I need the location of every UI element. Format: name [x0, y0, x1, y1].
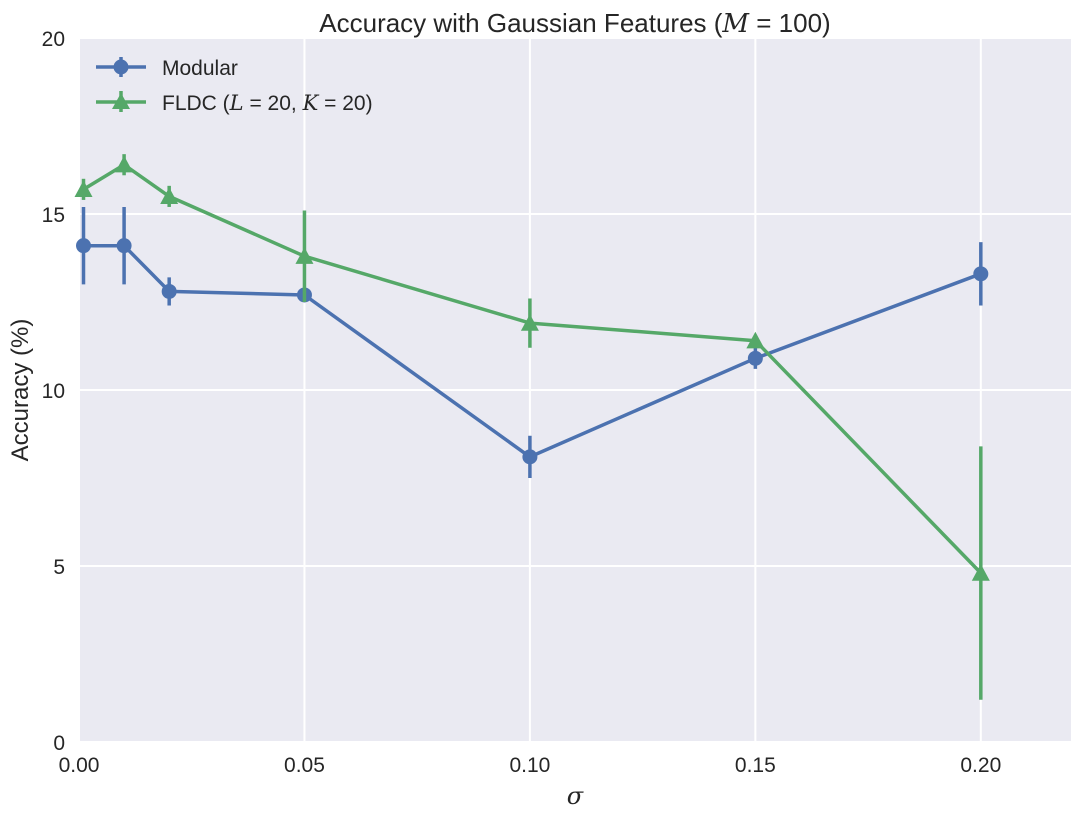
- legend: Modular FLDC (L = 20, K = 20): [96, 57, 373, 115]
- y-tick-label: 5: [53, 556, 65, 579]
- data-point: [973, 266, 989, 282]
- data-point: [971, 564, 990, 581]
- legend-label-modular: Modular: [162, 57, 238, 80]
- data-point: [76, 238, 92, 254]
- y-tick-label: 0: [53, 732, 65, 755]
- x-tick-label: 0.00: [59, 754, 100, 777]
- data-point: [115, 155, 134, 173]
- data-point: [161, 283, 177, 299]
- data-point: [74, 180, 93, 198]
- x-tick-label: 0.15: [735, 754, 776, 777]
- chart-title: Accuracy with Gaussian Features (M = 100…: [319, 8, 830, 39]
- legend-label-fldc: FLDC (L = 20, K = 20): [162, 91, 373, 115]
- series-group: [74, 154, 990, 700]
- y-tick-label: 20: [42, 28, 65, 51]
- x-tick-label: 0.05: [284, 754, 325, 777]
- data-point: [522, 449, 538, 465]
- y-axis-label: Accuracy (%): [7, 319, 34, 462]
- data-point: [160, 187, 179, 205]
- x-tick-label: 0.10: [509, 754, 550, 777]
- data-point: [520, 314, 539, 331]
- data-point: [116, 238, 132, 254]
- y-tick-label: 15: [42, 204, 65, 227]
- legend-marker-modular: [113, 59, 129, 75]
- y-tick-label: 10: [42, 380, 65, 403]
- y-tick-labels: 0 5 10 15 20: [42, 28, 65, 755]
- data-point: [747, 350, 763, 366]
- x-tick-labels: 0.00 0.05 0.10 0.15 0.20: [59, 754, 1002, 777]
- x-tick-label: 0.20: [960, 754, 1001, 777]
- series-1: [74, 154, 990, 700]
- data-point: [295, 247, 314, 264]
- x-axis-label: σ: [567, 782, 584, 810]
- legend-marker-fldc: [112, 93, 130, 109]
- grid: [78, 37, 1071, 743]
- data-point: [746, 331, 765, 349]
